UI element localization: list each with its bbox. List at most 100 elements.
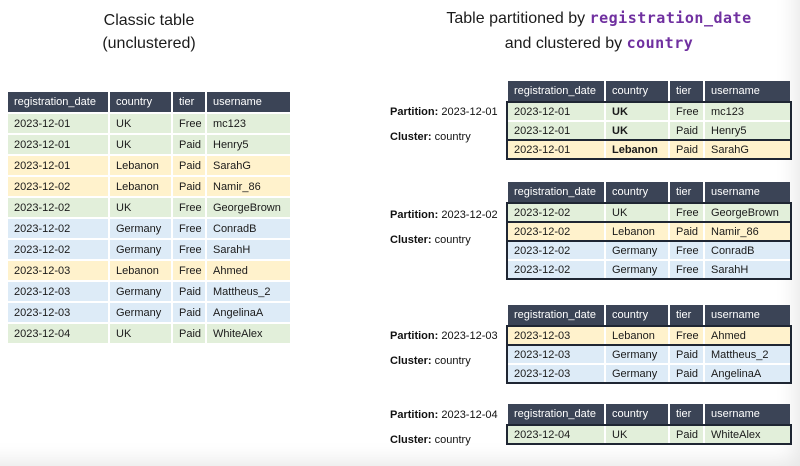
cell-username: ConradB bbox=[207, 219, 290, 238]
cell-username: AngelinaA bbox=[207, 303, 290, 322]
table-row: 2023-12-02 Lebanon Paid Namir_86 bbox=[508, 223, 790, 240]
classic-table-title: Classic table (unclustered) bbox=[8, 9, 290, 55]
cell-tier: Free bbox=[173, 198, 205, 217]
cell-username: GeorgeBrown bbox=[705, 204, 790, 221]
table-row: 2023-12-03 Germany Paid AngelinaA bbox=[508, 365, 790, 382]
cell-country: Germany bbox=[110, 303, 171, 322]
column-header-country: country bbox=[110, 92, 171, 112]
cell-tier: Free bbox=[670, 103, 703, 120]
table-row: 2023-12-02 Germany Free ConradB bbox=[508, 242, 790, 259]
cell-country: UK bbox=[110, 198, 171, 217]
column-header-tier: tier bbox=[670, 81, 703, 101]
cluster-label: Cluster: country bbox=[390, 233, 508, 247]
cell-registration_date: 2023-12-01 bbox=[8, 114, 108, 133]
cell-username: mc123 bbox=[207, 114, 290, 133]
cell-username: SarahG bbox=[207, 156, 290, 175]
cell-tier: Paid bbox=[670, 122, 703, 139]
table-row: 2023-12-02 UK Free GeorgeBrown bbox=[508, 204, 790, 221]
cell-registration_date: 2023-12-02 bbox=[8, 240, 108, 259]
table-row: 2023-12-01 UK Paid Henry5 bbox=[8, 135, 290, 154]
partitioned-title-line1-code: registration_date bbox=[589, 9, 752, 27]
column-header-username: username bbox=[705, 305, 790, 325]
cluster-label-key: Cluster: bbox=[390, 355, 432, 367]
cluster-label-key: Cluster: bbox=[390, 234, 432, 246]
cell-registration_date: 2023-12-01 bbox=[508, 122, 604, 139]
table-header-row: registration_date country tier username bbox=[508, 182, 790, 202]
cell-tier: Free bbox=[173, 240, 205, 259]
cell-registration_date: 2023-12-02 bbox=[508, 242, 604, 259]
cell-country: UK bbox=[606, 204, 668, 221]
cell-username: ConradB bbox=[705, 242, 790, 259]
cell-country: Lebanon bbox=[110, 156, 171, 175]
cell-registration_date: 2023-12-02 bbox=[8, 219, 108, 238]
cell-tier: Free bbox=[173, 114, 205, 133]
cell-tier: Free bbox=[670, 242, 703, 259]
column-header-registration_date: registration_date bbox=[508, 404, 604, 424]
cluster-group: 2023-12-01 UK Free mc123 2023-12-01 UK Paid Hen… bbox=[506, 101, 792, 141]
cell-country: UK bbox=[606, 426, 668, 443]
cluster-label: Cluster: country bbox=[390, 354, 508, 368]
classic-table-title-line1: Classic table bbox=[103, 12, 195, 29]
partition-label: Partition: 2023-12-03 bbox=[390, 329, 508, 343]
cell-username: Henry5 bbox=[705, 122, 790, 139]
cell-tier: Paid bbox=[670, 426, 703, 443]
table-row: 2023-12-01 UK Free mc123 bbox=[8, 114, 290, 133]
partition-label: Partition: 2023-12-01 bbox=[390, 105, 508, 119]
column-header-username: username bbox=[705, 404, 790, 424]
cell-tier: Paid bbox=[670, 141, 703, 158]
partition-table: registration_date country tier username 2023… bbox=[506, 81, 792, 160]
cell-username: Namir_86 bbox=[207, 177, 290, 196]
partition-labels: Partition: 2023-12-01 Cluster: country bbox=[388, 81, 508, 160]
cell-registration_date: 2023-12-02 bbox=[508, 204, 604, 221]
table-row: 2023-12-02 UK Free GeorgeBrown bbox=[8, 198, 290, 217]
partition-label-key: Partition: bbox=[390, 106, 439, 118]
partitioned-table-title: Table partitioned by registration_date a… bbox=[398, 6, 800, 56]
cell-username: WhiteAlex bbox=[207, 324, 290, 343]
cell-registration_date: 2023-12-03 bbox=[8, 261, 108, 280]
partition-label-value: 2023-12-01 bbox=[438, 106, 498, 118]
partition-label-key: Partition: bbox=[390, 330, 439, 342]
column-header-tier: tier bbox=[173, 92, 205, 112]
cell-registration_date: 2023-12-02 bbox=[508, 223, 604, 240]
partition-labels: Partition: 2023-12-02 Cluster: country bbox=[388, 182, 508, 280]
column-header-tier: tier bbox=[670, 182, 703, 202]
cell-registration_date: 2023-12-04 bbox=[8, 324, 108, 343]
table-row: 2023-12-03 Germany Paid Mattheus_2 bbox=[508, 346, 790, 363]
cluster-group: 2023-12-01 Lebanon Paid SarahG bbox=[506, 139, 792, 160]
partition-label: Partition: 2023-12-02 bbox=[390, 208, 508, 222]
partition-block-2023-12-04: Partition: 2023-12-04 Cluster: country reg… bbox=[388, 404, 792, 458]
cell-registration_date: 2023-12-01 bbox=[508, 103, 604, 120]
partitioned-title-line1-text: Table partitioned by bbox=[446, 10, 590, 27]
cluster-group: 2023-12-04 UK Paid WhiteAlex bbox=[506, 424, 792, 445]
cell-username: AngelinaA bbox=[705, 365, 790, 382]
table-row: 2023-12-03 Lebanon Free Ahmed bbox=[508, 327, 790, 344]
cell-country: Lebanon bbox=[606, 141, 668, 158]
table-header-row: registration_date country tier username bbox=[508, 305, 790, 325]
cell-registration_date: 2023-12-04 bbox=[508, 426, 604, 443]
cell-country: UK bbox=[606, 122, 668, 139]
table-row: 2023-12-02 Lebanon Paid Namir_86 bbox=[8, 177, 290, 196]
cell-username: SarahH bbox=[705, 261, 790, 278]
cell-tier: Paid bbox=[173, 177, 205, 196]
cell-tier: Free bbox=[173, 261, 205, 280]
column-header-username: username bbox=[207, 92, 290, 112]
cell-country: UK bbox=[110, 324, 171, 343]
cluster-label: Cluster: country bbox=[390, 130, 508, 144]
cell-username: Namir_86 bbox=[705, 223, 790, 240]
cell-username: GeorgeBrown bbox=[207, 198, 290, 217]
table-row: 2023-12-02 Germany Free SarahH bbox=[8, 240, 290, 259]
table-row: 2023-12-01 Lebanon Paid SarahG bbox=[508, 141, 790, 158]
cell-registration_date: 2023-12-03 bbox=[508, 327, 604, 344]
partitioned-title-line1: Table partitioned by registration_date bbox=[398, 6, 800, 31]
cell-country: Germany bbox=[606, 365, 668, 382]
cluster-label-key: Cluster: bbox=[390, 131, 432, 143]
cell-country: Lebanon bbox=[606, 327, 668, 344]
partitioned-title-line2-text: and clustered by bbox=[504, 35, 627, 52]
column-header-country: country bbox=[606, 404, 668, 424]
column-header-username: username bbox=[705, 182, 790, 202]
table-row: 2023-12-02 Germany Free ConradB bbox=[8, 219, 290, 238]
cell-country: Germany bbox=[606, 261, 668, 278]
cluster-label-value: country bbox=[431, 355, 471, 367]
cell-username: Henry5 bbox=[207, 135, 290, 154]
